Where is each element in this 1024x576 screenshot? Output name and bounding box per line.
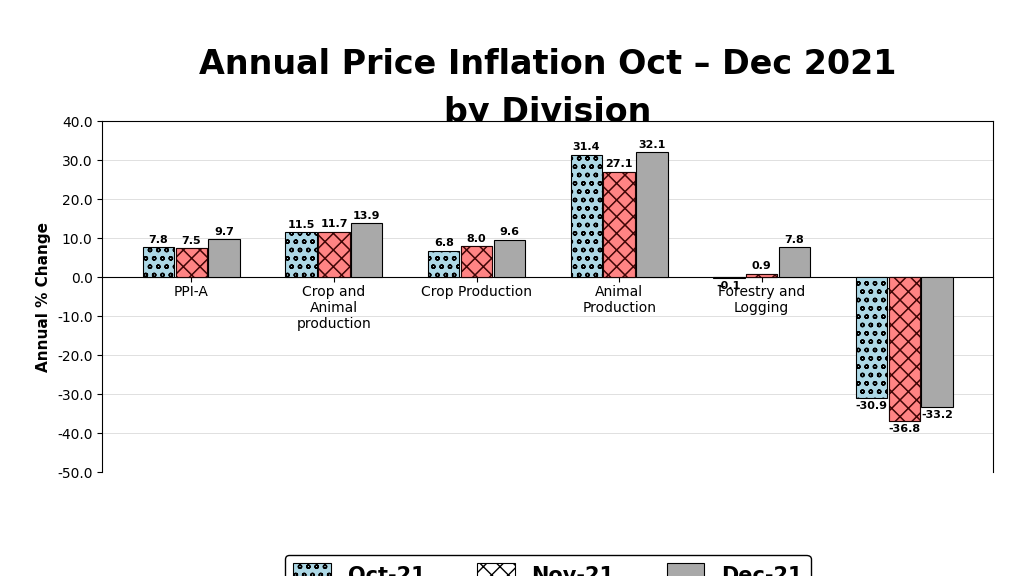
Bar xyxy=(176,248,207,277)
Y-axis label: Annual % Change: Annual % Change xyxy=(37,222,51,372)
Text: 9.6: 9.6 xyxy=(500,228,519,237)
Bar xyxy=(209,240,240,277)
Text: 32.1: 32.1 xyxy=(638,140,666,150)
Text: by Division: by Division xyxy=(444,96,651,129)
Text: Annual Price Inflation Oct – Dec 2021: Annual Price Inflation Oct – Dec 2021 xyxy=(199,48,897,81)
Bar xyxy=(889,277,920,421)
Text: 7.5: 7.5 xyxy=(181,236,201,246)
Text: -36.8: -36.8 xyxy=(888,424,921,434)
Text: 11.7: 11.7 xyxy=(321,219,348,229)
Bar xyxy=(494,240,525,277)
Text: 13.9: 13.9 xyxy=(353,211,381,221)
Text: -0.1: -0.1 xyxy=(717,281,741,291)
Text: -33.2: -33.2 xyxy=(922,410,953,420)
Bar xyxy=(351,223,382,277)
Text: 11.5: 11.5 xyxy=(288,220,314,230)
Text: 8.0: 8.0 xyxy=(467,234,486,244)
Bar xyxy=(636,152,668,277)
Bar xyxy=(286,232,316,277)
Bar xyxy=(428,251,460,277)
Bar xyxy=(603,172,635,277)
Bar xyxy=(603,172,635,277)
Legend: Oct-21, Nov-21, Dec-21: Oct-21, Nov-21, Dec-21 xyxy=(285,555,811,576)
Bar xyxy=(461,246,493,277)
Bar xyxy=(746,274,777,277)
Bar xyxy=(461,246,493,277)
Bar xyxy=(143,247,174,277)
Bar xyxy=(176,248,207,277)
Text: 9.7: 9.7 xyxy=(214,227,234,237)
Text: 27.1: 27.1 xyxy=(605,159,633,169)
Bar xyxy=(889,277,920,421)
Text: 6.8: 6.8 xyxy=(434,238,454,248)
Bar xyxy=(570,155,602,277)
Bar xyxy=(746,274,777,277)
Bar xyxy=(922,277,952,407)
Bar xyxy=(318,232,349,277)
Text: -30.9: -30.9 xyxy=(855,401,888,411)
Text: 31.4: 31.4 xyxy=(572,142,600,153)
Bar xyxy=(856,277,887,398)
Bar xyxy=(318,232,349,277)
Text: 7.8: 7.8 xyxy=(784,234,805,244)
Text: 7.8: 7.8 xyxy=(148,234,169,244)
Text: 0.9: 0.9 xyxy=(752,262,772,271)
Bar xyxy=(779,247,810,277)
